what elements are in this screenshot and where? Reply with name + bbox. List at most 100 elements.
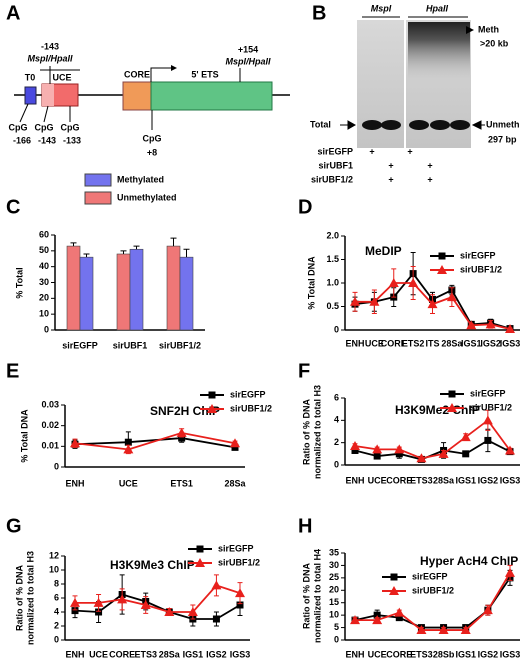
sign: + xyxy=(369,146,374,156)
ets-label: 5' ETS xyxy=(191,69,218,79)
cpg-position: -143 xyxy=(38,135,56,145)
marker xyxy=(369,296,380,306)
x-tick-label: UCE xyxy=(365,338,384,348)
x-tick-label: ENH xyxy=(345,338,364,348)
chart-title: MeDIP xyxy=(365,244,402,258)
x-tick-label: IGS2 xyxy=(480,338,501,348)
lane-group: HpaII xyxy=(426,3,449,13)
marker xyxy=(178,434,186,442)
legend-marker xyxy=(447,403,457,412)
unmeth-label: Unmeth xyxy=(486,119,520,129)
legend-swatch xyxy=(84,191,112,205)
panel-label: D xyxy=(298,196,312,218)
marker xyxy=(438,625,449,635)
cpg-label: CpG xyxy=(9,122,28,132)
error-bar xyxy=(120,250,127,254)
y-tick-label: 35 xyxy=(329,547,339,557)
series-line xyxy=(74,437,236,449)
lane-group: MspI xyxy=(371,3,392,13)
chart-title: H3K9Me3 ChIP xyxy=(110,558,195,572)
series-line xyxy=(74,431,236,451)
chart-title: Hyper AcH4 ChIP xyxy=(420,554,518,568)
y-tick-label: 10 xyxy=(329,610,339,620)
legend-label: sirUBF1/2 xyxy=(230,403,272,413)
x-tick-label: IGS2 xyxy=(478,475,499,485)
bar xyxy=(166,245,181,331)
x-tick-label: ETS1 xyxy=(170,478,193,488)
site-enzyme: MspI/HpaII xyxy=(27,53,73,63)
unmeth-size: 297 bp xyxy=(488,134,517,144)
legend-label: sirEGFP xyxy=(218,543,254,553)
cpg-tick xyxy=(19,103,29,123)
legend-label: sirUBF1/2 xyxy=(218,557,260,567)
gel-band xyxy=(409,120,429,130)
marker xyxy=(351,446,359,454)
marker xyxy=(123,444,134,454)
series-line xyxy=(74,593,241,620)
marker xyxy=(416,625,427,635)
y-tick-label: 2.0 xyxy=(326,230,339,240)
arrow xyxy=(340,120,357,130)
tss-arrowhead xyxy=(171,65,177,71)
x-tick-label: UCE xyxy=(89,649,108,659)
marker xyxy=(117,594,128,604)
x-tick-label: IGS3 xyxy=(500,338,521,348)
x-tick-label: 28Sa xyxy=(159,649,181,659)
x-tick-label: 28Sa xyxy=(433,475,455,485)
legend-label: Methylated xyxy=(117,174,164,184)
t0-box xyxy=(24,86,37,105)
cpg-position: -166 xyxy=(13,135,31,145)
y-tick-label: 0 xyxy=(334,459,339,469)
sign: + xyxy=(407,146,412,156)
legend-label: sirEGFP xyxy=(460,250,496,260)
x-tick-label: CORE xyxy=(381,338,407,348)
y-tick-label: 8 xyxy=(54,578,59,588)
sign: + xyxy=(427,160,432,170)
x-tick-label: IGS1 xyxy=(455,475,476,485)
marker xyxy=(235,588,245,598)
marker xyxy=(394,444,405,454)
x-tick-label: ETS3 xyxy=(134,649,157,659)
error-bar xyxy=(70,242,77,247)
marker xyxy=(427,299,438,309)
row-label: sirEGFP xyxy=(317,146,353,156)
cpg-position: -133 xyxy=(63,135,81,145)
uce-label: UCE xyxy=(52,72,71,82)
x-tick-label: ETS2 xyxy=(402,338,425,348)
marker xyxy=(394,607,405,617)
marker xyxy=(482,605,493,615)
x-tick-label: ETS3 xyxy=(410,475,433,485)
panel-label: F xyxy=(298,360,310,382)
marker xyxy=(372,444,383,454)
bar xyxy=(66,245,81,331)
site-enzyme: MspI/HpaII xyxy=(225,56,271,66)
marker xyxy=(124,438,132,446)
legend-swatch xyxy=(84,173,112,187)
x-tick-label: IGS3 xyxy=(500,475,521,485)
x-tick-label: IGS2 xyxy=(478,649,499,659)
marker xyxy=(395,614,403,622)
marker xyxy=(460,625,471,635)
y-axis-label: normalized to total H3 xyxy=(312,385,322,479)
x-tick-label: IGS3 xyxy=(230,649,251,659)
marker xyxy=(408,278,419,287)
y-tick-label: 0 xyxy=(54,461,59,471)
marker xyxy=(140,600,151,609)
panel-label: A xyxy=(6,2,20,24)
panel-label: E xyxy=(6,360,19,382)
x-tick-label: ITS xyxy=(425,338,439,348)
cpg-label: CpG xyxy=(35,122,54,132)
y-tick-label: 30 xyxy=(39,277,49,287)
y-tick-label: 0 xyxy=(54,634,59,644)
panel-label: G xyxy=(6,515,22,537)
marker xyxy=(93,597,104,607)
bar xyxy=(79,256,94,331)
tss-arrow xyxy=(150,67,175,82)
x-tick-label: CORE xyxy=(386,475,412,485)
y-tick-label: 1.0 xyxy=(326,277,339,287)
y-tick-label: 2 xyxy=(334,437,339,447)
meth-size: >20 kb xyxy=(480,38,509,48)
x-tick-label: IGS1 xyxy=(455,649,476,659)
cpg-position: +8 xyxy=(147,147,157,157)
